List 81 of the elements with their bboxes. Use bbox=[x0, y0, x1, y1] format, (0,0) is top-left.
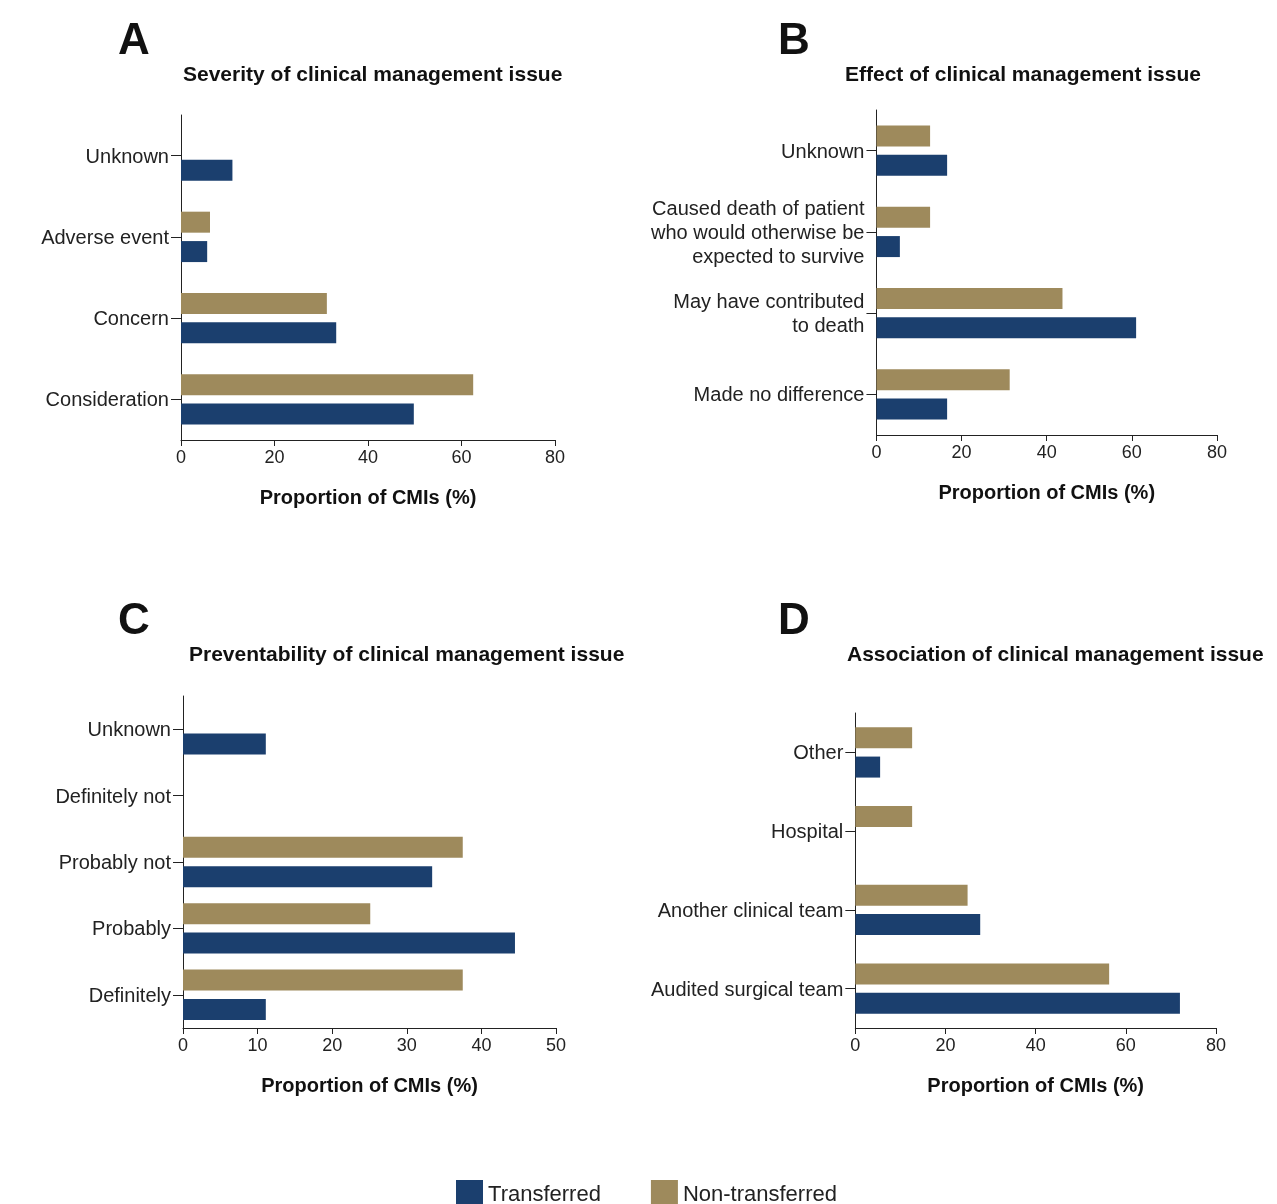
x-tick-label: 10 bbox=[247, 1035, 268, 1055]
bar bbox=[183, 903, 371, 925]
y-tick-label: Probably bbox=[92, 917, 171, 940]
chart-title: Severity of clinical management issue bbox=[183, 62, 563, 85]
y-tick-label: Another clinical team bbox=[657, 898, 844, 921]
x-tick-label: 20 bbox=[264, 447, 285, 467]
y-tick-label: Adverse event bbox=[41, 225, 170, 248]
x-tick-label: 80 bbox=[544, 447, 566, 467]
bar bbox=[876, 206, 931, 228]
bar bbox=[181, 159, 233, 181]
bar bbox=[876, 154, 948, 176]
x-tick-label: 60 bbox=[1121, 442, 1142, 462]
bar bbox=[181, 292, 327, 314]
x-tick-label: 40 bbox=[1036, 442, 1057, 462]
x-tick-label: 0 bbox=[850, 1035, 861, 1055]
y-tick-label: Caused death of patient who would otherwise be expected to survive bbox=[649, 196, 865, 267]
chart-title: Association of clinical management issue bbox=[847, 642, 1264, 665]
y-tick-label: Unknown bbox=[781, 139, 865, 162]
x-tick-label: 20 bbox=[935, 1035, 956, 1055]
legend-label: Non-transferred bbox=[682, 1181, 837, 1204]
y-tick-label: Consideration bbox=[45, 388, 169, 411]
x-tick-label: 60 bbox=[1115, 1035, 1136, 1055]
bar bbox=[855, 992, 1180, 1014]
bar bbox=[183, 969, 463, 991]
bar bbox=[183, 999, 266, 1020]
x-tick-label: 50 bbox=[545, 1035, 567, 1055]
bar bbox=[855, 727, 913, 749]
y-tick-label: Audited surgical team bbox=[651, 977, 844, 1000]
bar bbox=[855, 805, 913, 827]
bar bbox=[876, 317, 1137, 339]
bar bbox=[181, 211, 210, 233]
bar bbox=[855, 884, 968, 906]
x-tick-label: 20 bbox=[951, 442, 972, 462]
x-tick-label: 40 bbox=[357, 447, 379, 467]
x-tick-label: 0 bbox=[871, 442, 882, 462]
bar bbox=[876, 287, 1063, 309]
text: C bbox=[118, 593, 150, 643]
x-tick-label: 40 bbox=[1025, 1035, 1046, 1055]
x-tick-label: 0 bbox=[177, 1035, 189, 1055]
y-tick-label: Unknown bbox=[85, 144, 169, 167]
x-tick-label: 20 bbox=[322, 1035, 343, 1055]
bar bbox=[855, 963, 1110, 985]
x-tick-label: 80 bbox=[1205, 1035, 1227, 1055]
x-axis-title: Proportion of CMIs (%) bbox=[927, 1074, 1144, 1096]
x-tick-label: 80 bbox=[1206, 442, 1228, 462]
x-axis-title: Proportion of CMIs (%) bbox=[261, 1074, 478, 1096]
y-tick-label: Probably not bbox=[58, 851, 172, 873]
y-tick-label: May have contributed to death bbox=[673, 290, 865, 337]
bar bbox=[855, 756, 881, 778]
bar bbox=[183, 733, 266, 755]
x-tick-label: 30 bbox=[396, 1035, 417, 1055]
y-tick-label: Hospital bbox=[771, 820, 844, 843]
bar bbox=[876, 236, 900, 258]
text: D bbox=[778, 593, 810, 643]
y-tick-label: Definitely bbox=[88, 983, 171, 1006]
bar bbox=[876, 369, 1010, 391]
bar bbox=[183, 836, 463, 858]
x-axis-title: Proportion of CMIs (%) bbox=[259, 486, 477, 508]
chart-title: Preventability of clinical management issue bbox=[189, 642, 625, 665]
bar bbox=[181, 322, 337, 344]
x-tick-label: 0 bbox=[175, 447, 187, 467]
x-axis-title: Proportion of CMIs (%) bbox=[938, 481, 1156, 503]
bar bbox=[855, 914, 981, 936]
x-tick-label: 40 bbox=[471, 1035, 492, 1055]
chart-title: Effect of clinical management issue bbox=[845, 62, 1201, 85]
bar bbox=[183, 932, 515, 954]
text: B bbox=[778, 13, 810, 63]
y-tick-label: Other bbox=[793, 741, 844, 764]
bar bbox=[876, 398, 948, 420]
text: A bbox=[118, 13, 150, 63]
bar bbox=[181, 374, 474, 396]
x-tick-label: 60 bbox=[451, 447, 472, 467]
bar bbox=[181, 403, 414, 425]
bar bbox=[181, 241, 208, 263]
y-tick-label: Unknown bbox=[87, 718, 171, 741]
y-tick-label: Made no difference bbox=[693, 383, 865, 406]
bar bbox=[183, 866, 433, 888]
bar bbox=[876, 125, 931, 147]
y-tick-label: Concern bbox=[93, 307, 169, 330]
legend-label: Transferred bbox=[488, 1181, 601, 1204]
y-tick-label: Definitely not bbox=[55, 784, 172, 807]
